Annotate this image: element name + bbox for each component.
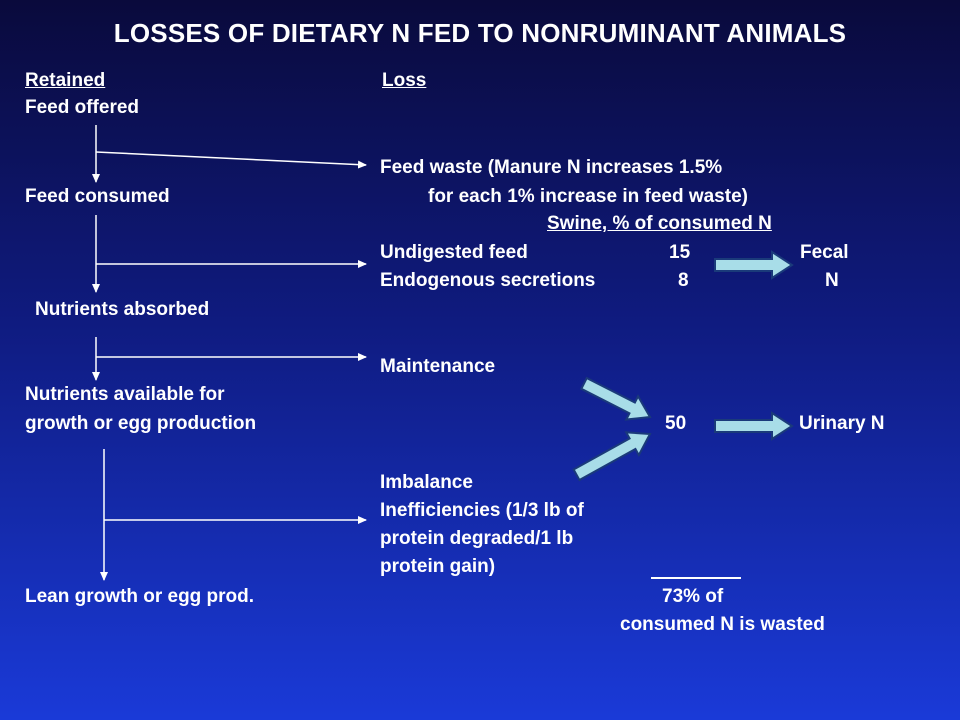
step-nutrients-available-1: Nutrients available for <box>25 384 225 405</box>
step-nutrients-absorbed: Nutrients absorbed <box>35 299 210 320</box>
step-nutrients-available-2: growth or egg production <box>25 413 257 434</box>
urinary-n-label: Urinary N <box>799 413 885 434</box>
swine-header: Swine, % of consumed N <box>547 213 772 234</box>
urinary-value: 50 <box>665 413 687 434</box>
total-line-2: consumed N is wasted <box>620 614 825 635</box>
maintenance-block-arrow <box>579 376 652 421</box>
feed-waste-line-2: for each 1% increase in feed waste) <box>428 186 748 207</box>
step-feed-offered: Feed offered <box>25 97 140 118</box>
fecal-block-arrow <box>714 250 794 280</box>
step-lean-growth: Lean growth or egg prod. <box>25 586 255 607</box>
inefficiency-line-3: protein gain) <box>380 556 496 577</box>
slide-title: LOSSES OF DIETARY N FED TO NONRUMINANT A… <box>113 18 847 48</box>
undigested-feed-value: 15 <box>669 242 691 263</box>
inefficiency-line-2: protein degraded/1 lb <box>380 528 574 549</box>
undigested-feed-label: Undigested feed <box>380 242 528 263</box>
total-line-1: 73% of <box>662 586 724 607</box>
imbalance-label: Imbalance <box>380 472 473 493</box>
endogenous-secretions-value: 8 <box>678 270 689 291</box>
loss-feed-waste <box>95 151 367 169</box>
fecal-label-2: N <box>825 270 839 291</box>
loss-header: Loss <box>382 70 427 91</box>
urinary-block-arrow <box>714 411 794 441</box>
feed-waste-line-1: Feed waste (Manure N increases 1.5% <box>380 157 723 178</box>
step-feed-consumed: Feed consumed <box>25 186 170 207</box>
imbalance-block-arrow <box>572 431 652 482</box>
retained-header: Retained <box>25 70 106 91</box>
fecal-label-1: Fecal <box>800 242 849 263</box>
total-rule <box>651 577 741 579</box>
inefficiency-line-1: Inefficiencies (1/3 lb of <box>380 500 584 521</box>
endogenous-secretions-label: Endogenous secretions <box>380 270 596 291</box>
maintenance-label: Maintenance <box>380 356 496 377</box>
